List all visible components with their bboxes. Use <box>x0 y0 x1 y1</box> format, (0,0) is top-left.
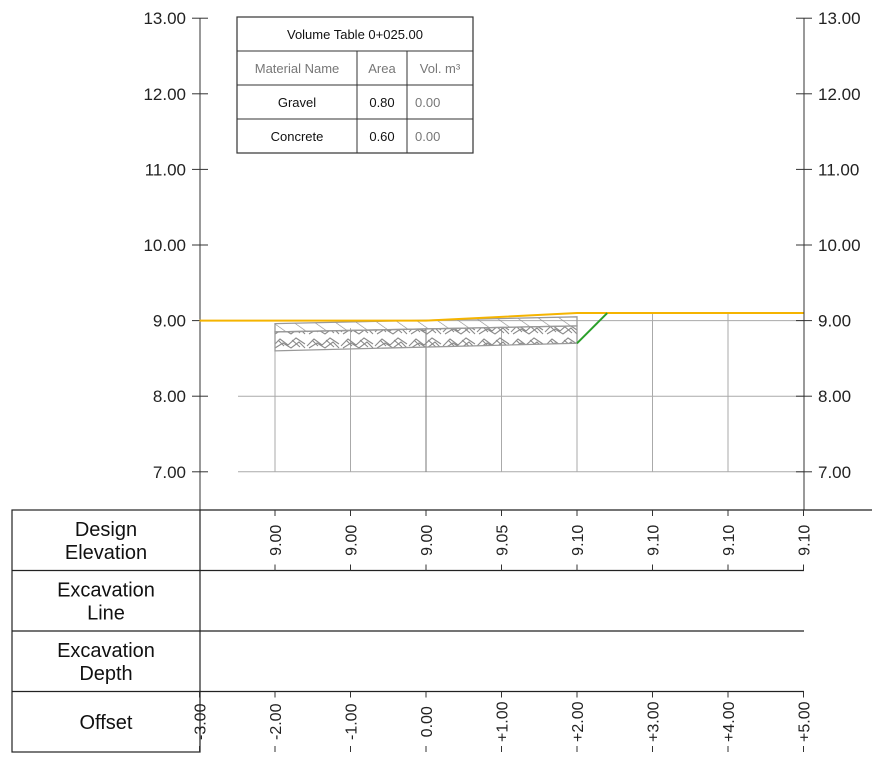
band-row-label: Excavation <box>57 640 155 662</box>
right-tick-label: 12.00 <box>818 85 861 104</box>
volume-table-material: Concrete <box>271 129 324 144</box>
left-tick-label: 11.00 <box>145 160 186 179</box>
band-value: +5.00 <box>797 701 814 742</box>
volume-table-header: Area <box>368 61 396 76</box>
band-value: +2.00 <box>570 701 587 742</box>
elevation-axes: 13.00 13.00 12.00 12.00 11.00 11.00 10.00 10.00… <box>143 9 861 510</box>
band-row-label: Line <box>87 602 125 624</box>
band-value: +3.00 <box>646 701 663 742</box>
left-tick-label: 13.00 <box>143 9 186 28</box>
right-tick-label: 11.00 <box>818 160 859 179</box>
band-value: 9.10 <box>797 525 814 556</box>
volume-table-material: Gravel <box>278 95 316 110</box>
volume-table-volume: 0.00 <box>415 95 440 110</box>
band-value: 9.10 <box>646 525 663 556</box>
volume-table-area: 0.60 <box>369 129 394 144</box>
right-tick-label: 8.00 <box>818 387 851 406</box>
right-tick-label: 13.00 <box>818 9 861 28</box>
right-tick-label: 9.00 <box>818 312 851 331</box>
band-value: -1.00 <box>344 703 361 740</box>
band-value: 9.00 <box>344 525 361 556</box>
slope-line <box>576 312 608 344</box>
band-value: 9.10 <box>570 525 587 556</box>
band-value: 9.00 <box>419 525 436 556</box>
volume-table-volume: 0.00 <box>415 129 440 144</box>
band-value: +1.00 <box>495 701 512 742</box>
band-value: -3.00 <box>193 703 210 740</box>
left-tick-label: 9.00 <box>153 312 186 331</box>
left-tick-label: 10.00 <box>143 236 186 255</box>
band-value: 9.00 <box>268 525 285 556</box>
band-row-label: Design <box>75 519 137 541</box>
band-value: +4.00 <box>721 701 738 742</box>
material-layers <box>274 316 578 352</box>
band-row-label: Offset <box>80 712 133 734</box>
left-tick-label: 7.00 <box>153 463 186 482</box>
band-row-label: Excavation <box>57 579 155 601</box>
band-value: -2.00 <box>268 703 285 740</box>
band-value: 9.10 <box>721 525 738 556</box>
volume-table: Volume Table 0+025.00 Material Name Area Vo… <box>236 16 474 154</box>
right-tick-label: 7.00 <box>818 463 851 482</box>
volume-table-area: 0.80 <box>369 95 394 110</box>
volume-table-header: Material Name <box>255 61 340 76</box>
design-surface <box>199 312 804 322</box>
left-tick-label: 12.00 <box>143 85 186 104</box>
band-value: 0.00 <box>419 706 436 737</box>
volume-table-title: Volume Table 0+025.00 <box>287 27 423 42</box>
volume-table-header: Vol. m³ <box>420 61 461 76</box>
surface-lines <box>199 312 804 344</box>
band-row-label: Elevation <box>65 542 147 564</box>
left-tick-label: 8.00 <box>153 387 186 406</box>
band-value: 9.05 <box>495 525 512 556</box>
band-row-label: Depth <box>79 663 132 685</box>
right-tick-label: 10.00 <box>818 236 861 255</box>
